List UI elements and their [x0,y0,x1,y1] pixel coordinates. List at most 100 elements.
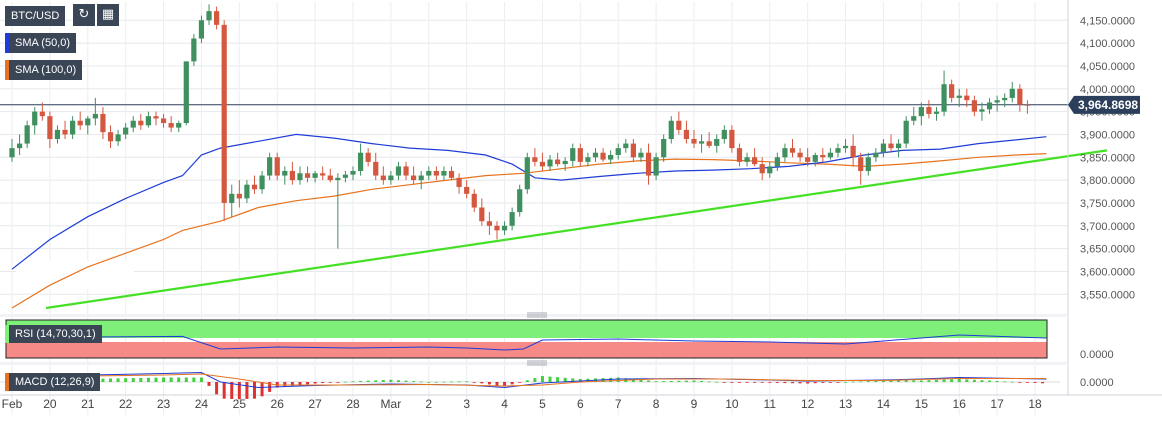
macd-hist-bar [321,382,325,384]
candle-body [736,148,743,162]
candle-body [464,186,470,194]
candle-up [183,61,189,126]
candle-up [54,125,61,144]
candle-up [350,166,356,181]
macd-hist-bar [389,379,393,382]
candle-down [403,161,409,181]
candle-body [880,143,887,153]
macd-hist-bar [457,381,461,383]
panel-divider[interactable] [0,314,1068,317]
candle-up [259,170,265,194]
macd-hist-bar [753,382,757,383]
macd-hist-bar [609,377,613,382]
x-tick-label: 23 [157,397,171,411]
candle-body [888,143,894,149]
candle-body [54,129,61,140]
candle-up [880,139,887,158]
y-tick-label: 3,550.0000 [1080,289,1135,301]
symbol-label[interactable]: BTC/USD [5,6,66,26]
macd-hist-bar [813,382,817,384]
candle-body [638,152,644,158]
macd-hist-bar [434,381,438,383]
candle-body [524,157,530,190]
candle-down [47,111,53,149]
candle-up [395,161,402,181]
macd-label[interactable]: MACD (12,26,9) [5,373,101,391]
candle-body [752,157,758,165]
candle-body [380,175,386,181]
macd-hist-bar [109,378,113,382]
calendar-icon[interactable]: ▦ [97,4,119,26]
candle-down [411,166,417,185]
panel-divider[interactable] [0,362,1068,365]
candle-down [486,212,492,235]
macd-hist-bar [131,378,135,382]
candle-body [774,157,780,167]
candle-body [842,145,849,149]
macd-hist-bar [768,382,772,383]
candle-up [418,170,424,190]
candle-up [744,152,750,167]
candle-up [92,97,98,126]
candle-up [130,116,136,133]
candle-down [479,198,485,226]
candle-body [911,116,917,121]
candle-up [585,152,591,167]
indicator-sma50[interactable]: SMA (50,0) [5,33,77,53]
macd-hist-bar [154,377,158,382]
macd-hist-bar [844,382,848,383]
candle-body [244,184,250,199]
candle-up [994,95,1000,112]
macd-hist-bar [806,382,810,384]
candle-down [539,152,546,171]
macd-hist-bar [215,382,219,395]
macd-hist-bar [631,379,635,382]
candle-body [570,148,576,161]
candle-body [9,148,15,158]
indicator-sma100[interactable]: SMA (100,0) [5,60,83,80]
candle-body [547,159,553,167]
rsi-label[interactable]: RSI (14,70,30,1) [5,325,102,343]
candle-up [335,173,341,249]
candle-up [297,166,303,185]
blank-overlay-box [16,261,134,289]
candle-up [441,166,447,181]
candle-body [820,155,826,158]
candle-up [206,4,212,25]
candle-body [327,175,333,181]
candle-up [1009,81,1015,103]
refresh-icon[interactable]: ↻ [73,4,95,26]
macd-hist-bar [450,381,454,383]
macd-hist-bar [639,379,643,382]
candle-up [9,139,15,162]
macd-hist-bar [237,382,241,400]
candle-down [494,221,500,240]
candle-body [411,175,417,181]
candle-up [873,148,879,162]
x-tick-label: Feb [2,397,23,411]
candle-down [289,161,295,185]
candle-up [638,148,644,162]
candle-body [395,166,402,176]
candle-up [176,120,182,133]
macd-hist-bar [972,379,976,382]
macd-hist-bar [533,378,537,382]
candle-up [357,143,364,176]
candle-body [767,166,773,174]
candle-body [759,164,765,174]
macd-hist-bar [1033,382,1037,383]
candle-body [350,170,356,175]
candle-body [130,120,136,128]
macd-hist-bar [571,378,575,382]
candle-up [562,157,568,171]
candle-body [153,116,159,119]
macd-hist-bar [897,380,901,382]
macd-hist-bar [366,380,370,382]
x-tick-label: 13 [839,397,853,411]
candle-down [971,95,977,117]
x-tick-label: 11 [764,397,777,411]
candle-down [236,180,242,208]
candle-body [971,100,977,112]
candle-body [342,174,349,178]
